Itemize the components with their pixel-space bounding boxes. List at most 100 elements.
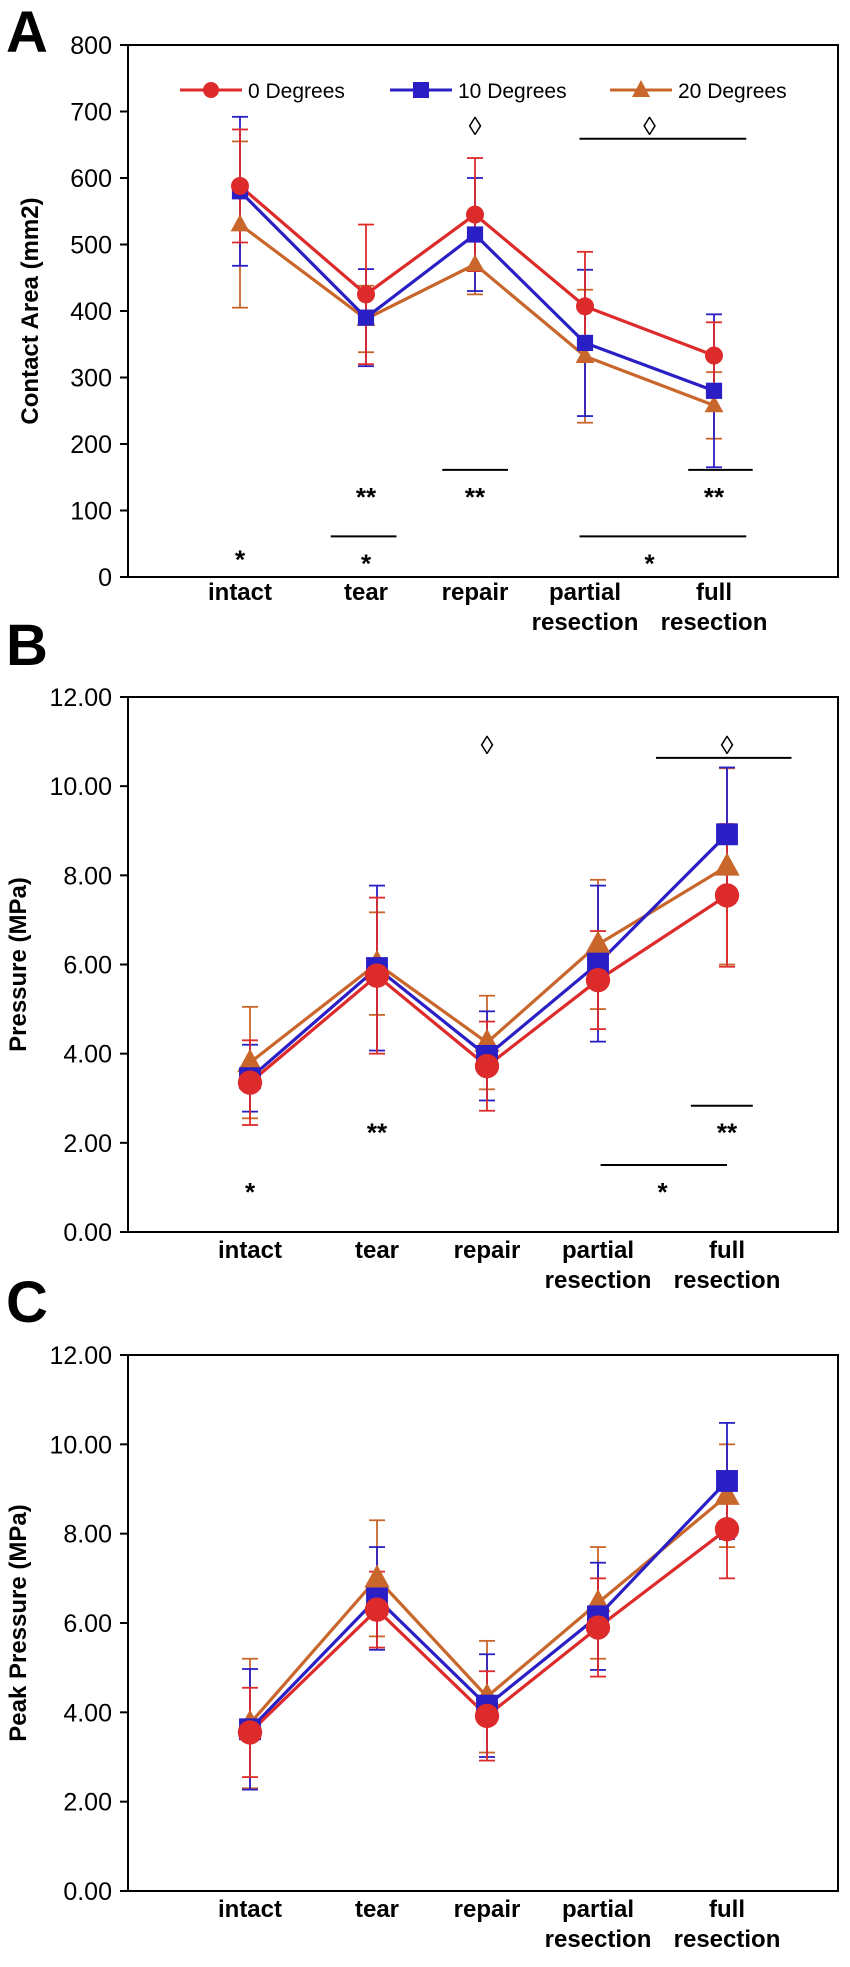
chart-panel-c: C 0.00 2.00 4.00 6.00 8.00 10.00 12.00 Peak Pres…	[5, 1270, 839, 1953]
legend-label: 0 Degrees	[248, 80, 345, 103]
y-tick-label: 400	[70, 298, 112, 326]
significance-marker: *	[235, 544, 246, 574]
data-point	[237, 1048, 263, 1072]
y-tick-label: 600	[70, 165, 112, 193]
legend-label: 20 Degrees	[678, 80, 787, 103]
y-tick-label: 8.00	[63, 1521, 112, 1549]
x-tick-label: intact	[208, 579, 272, 606]
data-point	[237, 1720, 263, 1745]
data-point	[585, 967, 611, 993]
y-tick-label: 500	[70, 232, 112, 260]
x-tick-label: repair	[454, 1237, 521, 1264]
data-point	[230, 214, 250, 232]
data-point	[364, 1597, 390, 1622]
data-point	[704, 395, 724, 413]
y-tick-label: 12.00	[49, 684, 112, 712]
data-point	[585, 1615, 611, 1640]
y-axis-label: Peak Pressure (MPa)	[5, 1504, 32, 1741]
x-tick-label: partial resection	[545, 1237, 652, 1294]
data-point	[705, 382, 723, 399]
y-tick-label: 6.00	[63, 952, 112, 980]
legend-marker	[632, 80, 650, 97]
x-tick-label: full resection	[674, 1896, 781, 1953]
y-tick-label: 800	[70, 32, 112, 60]
data-point	[357, 285, 375, 304]
significance-marker: *	[644, 548, 655, 578]
y-tick-label: 2.00	[63, 1130, 112, 1158]
y-tick-label: 8.00	[63, 862, 112, 890]
y-tick-label: 6.00	[63, 1610, 112, 1638]
data-point	[364, 1564, 390, 1588]
y-tick-label: 700	[70, 99, 112, 127]
y-axis-label: Pressure (MPa)	[5, 877, 32, 1052]
significance-marker: **	[704, 482, 725, 512]
data-point	[466, 226, 484, 243]
y-tick-label: 4.00	[63, 1699, 112, 1727]
y-tick-label: 300	[70, 365, 112, 393]
legend-marker	[413, 82, 429, 98]
data-point	[714, 883, 740, 908]
y-tick-label: 0.00	[63, 1219, 112, 1247]
significance-marker: ◊	[469, 111, 482, 141]
plot-frame	[127, 1354, 839, 1892]
significance-marker: ◊	[643, 111, 656, 141]
x-tick-label: intact	[218, 1896, 282, 1923]
series-line	[239, 223, 715, 407]
data-point	[231, 176, 249, 195]
data-point	[575, 345, 595, 364]
x-tick-label: intact	[218, 1237, 282, 1264]
x-tick-label: tear	[355, 1237, 399, 1264]
data-point	[237, 1070, 263, 1095]
legend-label: 10 Degrees	[458, 80, 567, 103]
data-point	[716, 823, 738, 846]
x-tick-label: tear	[355, 1896, 399, 1923]
significance-marker: *	[245, 1177, 256, 1207]
x-tick-label: tear	[344, 579, 388, 606]
chart-panel-b: B 0.00 2.00 4.00 6.00 8.00 10.00 12.00 Pressure …	[5, 613, 839, 1294]
significance-marker: **	[367, 1118, 388, 1148]
data-point	[474, 1703, 500, 1729]
y-tick-label: 0	[98, 564, 112, 592]
data-point	[466, 205, 484, 224]
chart-panel-a: A 0 100 200 300 400 500 600 700 800 Contact Area (…	[6, 0, 839, 636]
data-point	[465, 254, 485, 272]
data-point	[585, 930, 611, 954]
y-axis-label: Contact Area (mm2)	[17, 197, 44, 424]
significance-marker: ◊	[721, 730, 734, 760]
data-point	[576, 297, 594, 316]
y-tick-label: 100	[70, 498, 112, 526]
significance-marker: *	[361, 548, 372, 578]
data-point	[357, 309, 375, 326]
x-tick-label: repair	[454, 1896, 521, 1923]
panel-letter: C	[6, 1270, 48, 1335]
significance-marker: **	[465, 482, 486, 512]
data-point	[364, 963, 390, 988]
legend-marker	[203, 82, 219, 98]
y-tick-label: 12.00	[49, 1342, 112, 1370]
data-point	[705, 346, 723, 365]
x-tick-label: full resection	[674, 1237, 781, 1294]
data-point	[714, 1481, 740, 1505]
y-tick-label: 10.00	[49, 773, 112, 801]
y-tick-label: 4.00	[63, 1041, 112, 1069]
significance-marker: ◊	[481, 730, 494, 760]
legend: 0 Degrees 10 Degrees 20 Degrees	[180, 80, 787, 103]
significance-marker: *	[657, 1177, 668, 1207]
data-point	[716, 1470, 738, 1492]
x-tick-label: full resection	[661, 579, 768, 636]
data-point	[576, 334, 594, 352]
x-tick-label: partial resection	[545, 1896, 652, 1953]
significance-marker: **	[356, 482, 377, 512]
panel-letter: A	[6, 0, 48, 65]
data-point	[714, 852, 740, 876]
y-tick-label: 200	[70, 431, 112, 459]
x-tick-label: repair	[442, 579, 509, 606]
y-tick-label: 10.00	[49, 1431, 112, 1459]
x-tick-label: partial resection	[532, 579, 639, 636]
y-tick-label: 0.00	[63, 1878, 112, 1906]
data-point	[474, 1054, 500, 1079]
significance-marker: **	[717, 1118, 738, 1148]
data-point	[587, 952, 609, 975]
data-point	[714, 1517, 740, 1542]
